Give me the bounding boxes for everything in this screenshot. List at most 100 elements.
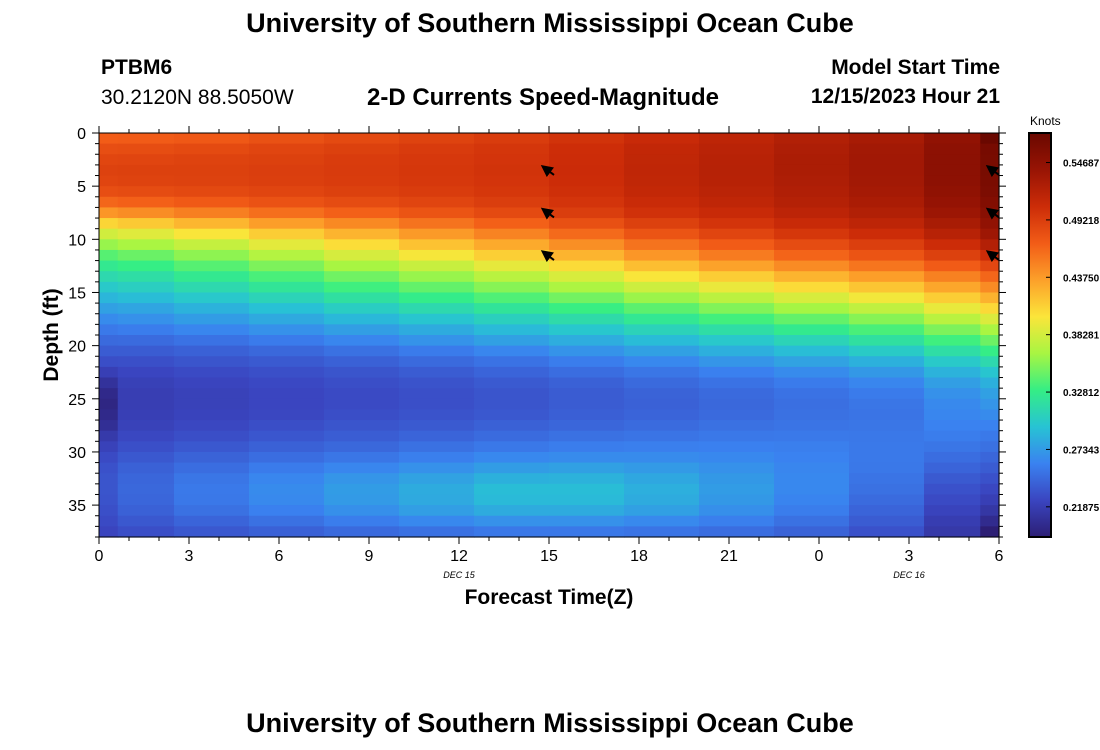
heatmap-cell — [699, 175, 775, 187]
heatmap-cell — [474, 473, 550, 485]
heatmap-cell — [324, 388, 400, 400]
heatmap-cell — [924, 388, 981, 400]
heatmap-cell — [774, 430, 850, 442]
heatmap-cell — [699, 313, 775, 325]
heatmap-cell — [117, 366, 175, 379]
heatmap-cell — [174, 430, 250, 442]
heatmap-cell — [699, 462, 775, 474]
heatmap-cell — [249, 133, 325, 145]
heatmap-cell — [117, 451, 175, 464]
heatmap-cell — [324, 473, 400, 485]
heatmap-cell — [924, 473, 981, 485]
heatmap-cell — [474, 196, 550, 209]
heatmap-cell — [324, 409, 400, 421]
heatmap-cell — [849, 356, 925, 368]
heatmap-cell — [174, 249, 250, 262]
heatmap-cell — [249, 218, 325, 230]
heatmap-cell — [99, 483, 119, 496]
heatmap-cell — [774, 409, 850, 421]
heatmap-cell — [174, 260, 250, 272]
heatmap-cell — [474, 324, 550, 336]
heatmap-cell — [399, 409, 475, 421]
heatmap-cell — [699, 207, 775, 219]
heatmap-cell — [117, 494, 175, 506]
heatmap-cell — [924, 218, 981, 230]
heatmap-cell — [249, 186, 325, 198]
y-tick-label: 15 — [68, 285, 86, 302]
heatmap-cell — [849, 420, 925, 432]
heatmap-cell — [399, 228, 475, 240]
heatmap-cell — [624, 313, 700, 325]
heatmap-cell — [399, 515, 475, 527]
x-tick-label: 21 — [720, 548, 738, 565]
heatmap-cell — [774, 451, 850, 464]
heatmap-cell — [849, 313, 925, 325]
heatmap-cell — [699, 164, 775, 177]
current-vector-arrow — [985, 207, 1000, 220]
heatmap-cell — [324, 303, 400, 315]
heatmap-cell — [474, 388, 550, 400]
heatmap-cell — [549, 228, 625, 240]
heatmap-cell — [549, 526, 625, 538]
heatmap-cell — [474, 505, 550, 517]
heatmap-cell — [849, 515, 925, 527]
heatmap-cell — [324, 292, 400, 304]
heatmap-cell — [924, 186, 981, 198]
heatmap-cell — [624, 377, 700, 389]
heatmap-cell — [99, 505, 119, 517]
heatmap-cell — [774, 196, 850, 209]
heatmap-cell — [549, 324, 625, 336]
heatmap-cell — [980, 505, 1000, 517]
heatmap-cell — [99, 377, 119, 389]
heatmap-cell — [399, 526, 475, 538]
heatmap-cell — [249, 462, 325, 474]
heatmap-cell — [849, 271, 925, 283]
heatmap-cell — [774, 133, 850, 145]
heatmap-cell — [849, 526, 925, 538]
heatmap-cell — [849, 388, 925, 400]
heatmap-cell — [924, 356, 981, 368]
heatmap-cell — [624, 441, 700, 453]
heatmap-cell — [699, 388, 775, 400]
heatmap-cell — [924, 335, 981, 347]
heatmap-cell — [980, 515, 1000, 527]
heatmap-cell — [549, 207, 625, 219]
heatmap-cell — [324, 420, 400, 432]
heatmap-cell — [399, 356, 475, 368]
heatmap-cell — [624, 271, 700, 283]
heatmap-cell — [324, 186, 400, 198]
heatmap-cell — [99, 175, 119, 187]
heatmap-cell — [549, 420, 625, 432]
heatmap-cell — [924, 260, 981, 272]
heatmap-cell — [99, 494, 119, 506]
heatmap-cell — [849, 494, 925, 506]
heatmap-cell — [324, 154, 400, 166]
heatmap-cell — [624, 303, 700, 315]
heatmap-cell — [980, 154, 1000, 166]
heatmap-cell — [980, 335, 1000, 347]
heatmap-cell — [117, 335, 175, 347]
heatmap-cell — [549, 409, 625, 421]
heatmap-cell — [980, 441, 1000, 453]
heatmap-cell — [249, 505, 325, 517]
heatmap-cell — [399, 398, 475, 411]
heatmap-cell — [699, 441, 775, 453]
heatmap-cell — [774, 303, 850, 315]
colorbar-tick-label: 0.54687 — [1063, 159, 1100, 170]
heatmap-cell — [699, 345, 775, 357]
heatmap-cell — [474, 207, 550, 219]
heatmap-cell — [980, 260, 1000, 272]
y-tick-label: 10 — [68, 232, 86, 249]
model-start-time: 12/15/2023 Hour 21 — [810, 85, 1000, 108]
heatmap-cell — [324, 324, 400, 336]
heatmap-cell — [99, 409, 119, 421]
heatmap-cell — [549, 473, 625, 485]
heatmap-cell — [774, 483, 850, 496]
heatmap-cell — [249, 228, 325, 240]
heatmap-cell — [249, 335, 325, 347]
heatmap-cell — [924, 409, 981, 421]
x-tick-label: 3 — [185, 548, 194, 565]
heatmap-cell — [174, 303, 250, 315]
heatmap-cell — [474, 143, 550, 155]
